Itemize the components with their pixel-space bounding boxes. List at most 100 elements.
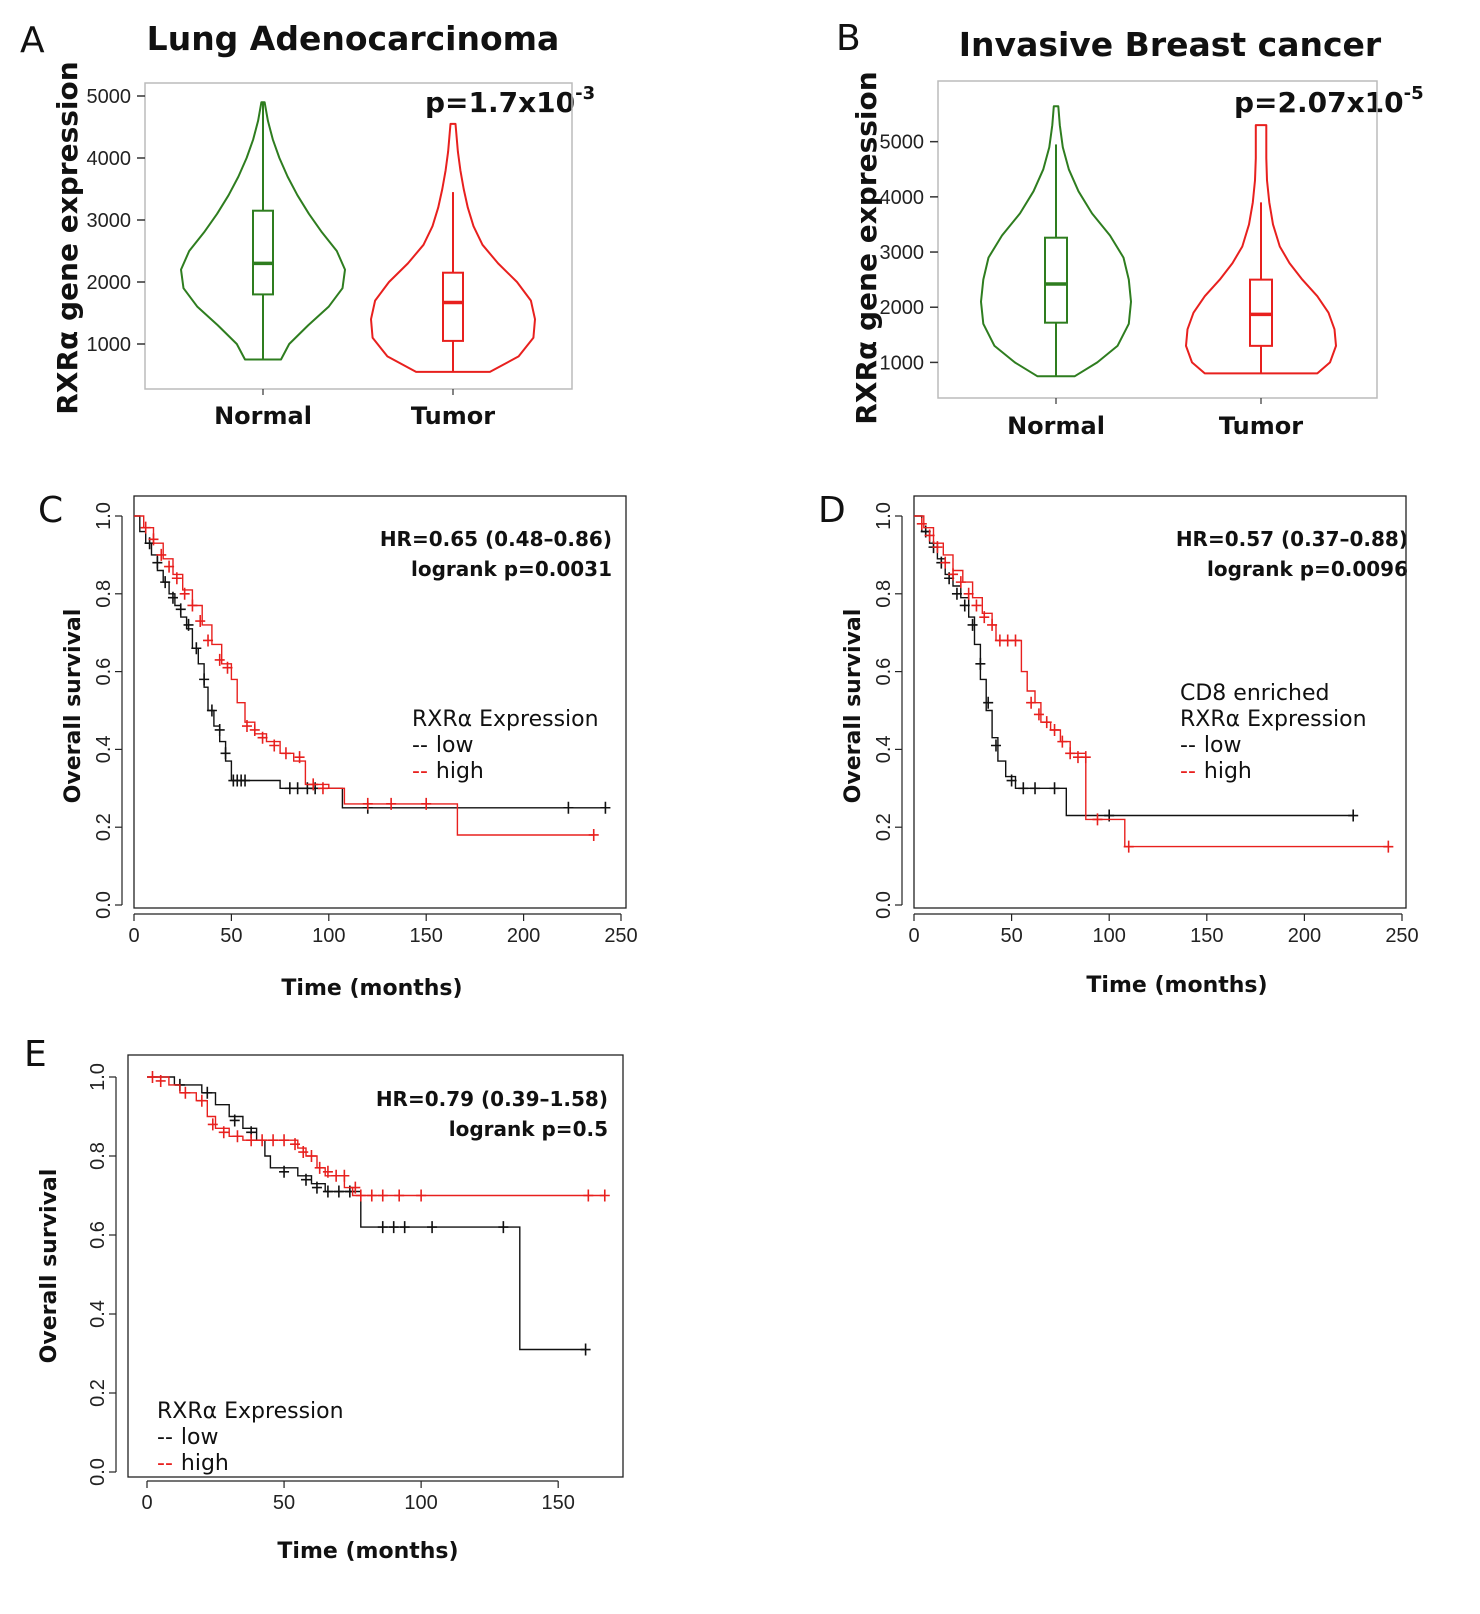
panel-c-legend-high: -- high bbox=[412, 759, 484, 784]
panel-e-censor-mark-high bbox=[314, 1161, 325, 1174]
panel-d-censor-mark-low bbox=[959, 599, 970, 612]
panel-d-hazard-ratio: HR=0.57 (0.37–0.88) bbox=[1176, 527, 1408, 551]
panel-d-x-tick-label: 200 bbox=[1288, 925, 1321, 947]
panel-d-y-tick-label: 0.4 bbox=[873, 735, 895, 763]
panel-c-y-tick-label: 0.6 bbox=[93, 658, 115, 686]
panel-e-censor-mark-high bbox=[298, 1146, 309, 1159]
panel-d-censor-mark-high bbox=[963, 587, 974, 600]
panel-e-censor-mark-low bbox=[279, 1165, 290, 1178]
panel-b-y-tick-label: 2000 bbox=[880, 297, 925, 319]
panel-c-y-tick-label: 0.0 bbox=[93, 891, 115, 919]
panel-a-box-tumor bbox=[442, 271, 464, 342]
panel-d-x-tick-label: 250 bbox=[1385, 925, 1418, 947]
panel-c-x-tick-label: 100 bbox=[312, 925, 345, 947]
panel-c-y-tick-label: 0.2 bbox=[93, 813, 115, 841]
panel-c-censor-mark-low bbox=[292, 782, 303, 795]
panel-d-censor-mark-high bbox=[987, 618, 998, 631]
panel-c-curve-low bbox=[134, 515, 606, 809]
panel-d-censor-mark-low bbox=[967, 618, 978, 631]
panel-d-censor-mark-high bbox=[1010, 634, 1021, 647]
panel-c-x-tick-label: 0 bbox=[128, 925, 139, 947]
panel-a-y-label: RXRα gene expression bbox=[51, 61, 84, 414]
panel-a: A Lung Adenocarcinoma RXRα gene expressi… bbox=[20, 19, 595, 430]
panel-e-y-tick-label: 0.8 bbox=[87, 1142, 109, 1170]
panel-d-censor-mark-high bbox=[1033, 708, 1044, 721]
panel-a-title: Lung Adenocarcinoma bbox=[147, 19, 560, 58]
panel-d-censor-mark-high bbox=[1026, 696, 1037, 709]
panel-c-censor-mark-low bbox=[600, 801, 611, 814]
panel-b-p-value: p=2.07x10-5 bbox=[1234, 83, 1424, 119]
panel-d-y-tick-label: 0.6 bbox=[873, 658, 895, 686]
panel-c-censor-mark-high bbox=[214, 653, 225, 666]
panel-e-y-label: Overall survival bbox=[37, 1169, 62, 1364]
panel-c-y-tick-label: 0.4 bbox=[93, 735, 115, 763]
panel-c-curve-high bbox=[134, 515, 594, 836]
panel-e-y-tick-label: 0.4 bbox=[87, 1300, 109, 1328]
panel-c-censor-mark-high bbox=[195, 615, 206, 628]
panel-e-y-tick-label: 0.6 bbox=[87, 1221, 109, 1249]
panel-e-censor-mark-high bbox=[350, 1181, 361, 1194]
panel-b-box-normal bbox=[1044, 236, 1068, 324]
panel-c-censor-mark-high bbox=[140, 521, 151, 534]
panel-c-censor-mark-high bbox=[294, 751, 305, 764]
panel-e-censor-mark-low bbox=[311, 1181, 322, 1194]
panel-e-censor-mark-high bbox=[232, 1130, 243, 1143]
panel-e-censor-mark-high bbox=[416, 1189, 427, 1202]
panel-e-censor-mark-low bbox=[322, 1185, 333, 1198]
panel-e-censor-mark-low bbox=[427, 1221, 438, 1234]
panel-e-x-tick-label: 100 bbox=[404, 1492, 437, 1514]
panel-e-x-label: Time (months) bbox=[277, 1539, 458, 1564]
panel-d-censor-mark-low bbox=[1348, 809, 1359, 822]
panel-e-x-tick-label: 50 bbox=[273, 1492, 295, 1514]
panel-c-censor-mark-high bbox=[187, 599, 198, 612]
panel-d-x-label: Time (months) bbox=[1086, 973, 1267, 998]
panel-d-censor-mark-high bbox=[1041, 716, 1052, 729]
panel-d-legend-low: -- low bbox=[1180, 733, 1241, 758]
panel-c-censor-mark-low bbox=[220, 747, 231, 760]
panel-a-category-normal: Normal bbox=[214, 402, 312, 430]
panel-a-y-tick-label: 5000 bbox=[87, 86, 132, 108]
panel-e-censor-mark-high bbox=[355, 1189, 366, 1202]
panel-d-y-tick-label: 0.2 bbox=[873, 813, 895, 841]
panel-c-censor-mark-high bbox=[421, 797, 432, 810]
panel-c-censor-mark-low bbox=[152, 556, 163, 569]
panel-e-censor-mark-high bbox=[290, 1138, 301, 1151]
panel-c-censor-mark-high bbox=[317, 782, 328, 795]
panel-e-y-tick-label: 0.2 bbox=[87, 1379, 109, 1407]
panel-d-legend-title-2: RXRα Expression bbox=[1180, 707, 1367, 732]
panel-e-censor-mark-high bbox=[218, 1126, 229, 1139]
panel-c-censor-mark-high bbox=[249, 723, 260, 736]
panel-d-censor-mark-low bbox=[1030, 782, 1041, 795]
panel-e-label: E bbox=[24, 1034, 47, 1075]
panel-b-title: Invasive Breast cancer bbox=[959, 25, 1382, 64]
panel-c-censor-mark-high bbox=[257, 731, 268, 744]
panel-e-censor-mark-low bbox=[300, 1173, 311, 1186]
panel-e-censor-mark-high bbox=[155, 1074, 166, 1087]
panel-c-censor-mark-high bbox=[222, 661, 233, 674]
panel-c-censor-mark-high bbox=[362, 797, 373, 810]
panel-b-violin-tumor bbox=[1185, 124, 1337, 375]
panel-c-censor-mark-high bbox=[308, 778, 319, 791]
panel-c-censor-mark-high bbox=[386, 797, 397, 810]
panel-c-x-label: Time (months) bbox=[281, 976, 462, 1001]
panel-e-censor-mark-low bbox=[202, 1086, 213, 1099]
panel-d-x-tick-label: 150 bbox=[1190, 925, 1223, 947]
panel-c-censor-mark-high bbox=[148, 533, 159, 546]
panel-e-censor-mark-low bbox=[333, 1185, 344, 1198]
panel-b-category-tumor: Tumor bbox=[1219, 412, 1303, 440]
panel-e: E Overall survival Time (months) HR=0.79… bbox=[24, 1034, 624, 1564]
panel-b-plot-frame bbox=[937, 80, 1378, 399]
panel-d-censor-mark-high bbox=[1057, 735, 1068, 748]
panel-d-censor-mark-high bbox=[1049, 723, 1060, 736]
panel-d-label: D bbox=[818, 490, 846, 531]
panel-e-censor-mark-high bbox=[394, 1189, 405, 1202]
panel-e-censor-mark-high bbox=[583, 1189, 594, 1202]
panel-d-y-tick-label: 0.0 bbox=[873, 891, 895, 919]
panel-d-censor-mark-high bbox=[924, 529, 935, 542]
panel-d-censor-mark-low bbox=[983, 696, 994, 709]
panel-c-y-tick-label: 0.8 bbox=[93, 580, 115, 608]
panel-e-hazard-ratio: HR=0.79 (0.39–1.58) bbox=[376, 1087, 608, 1111]
panel-c-censor-mark-low bbox=[214, 723, 225, 736]
panel-c-censor-mark-low bbox=[563, 801, 574, 814]
panel-e-censor-mark-high bbox=[196, 1094, 207, 1107]
